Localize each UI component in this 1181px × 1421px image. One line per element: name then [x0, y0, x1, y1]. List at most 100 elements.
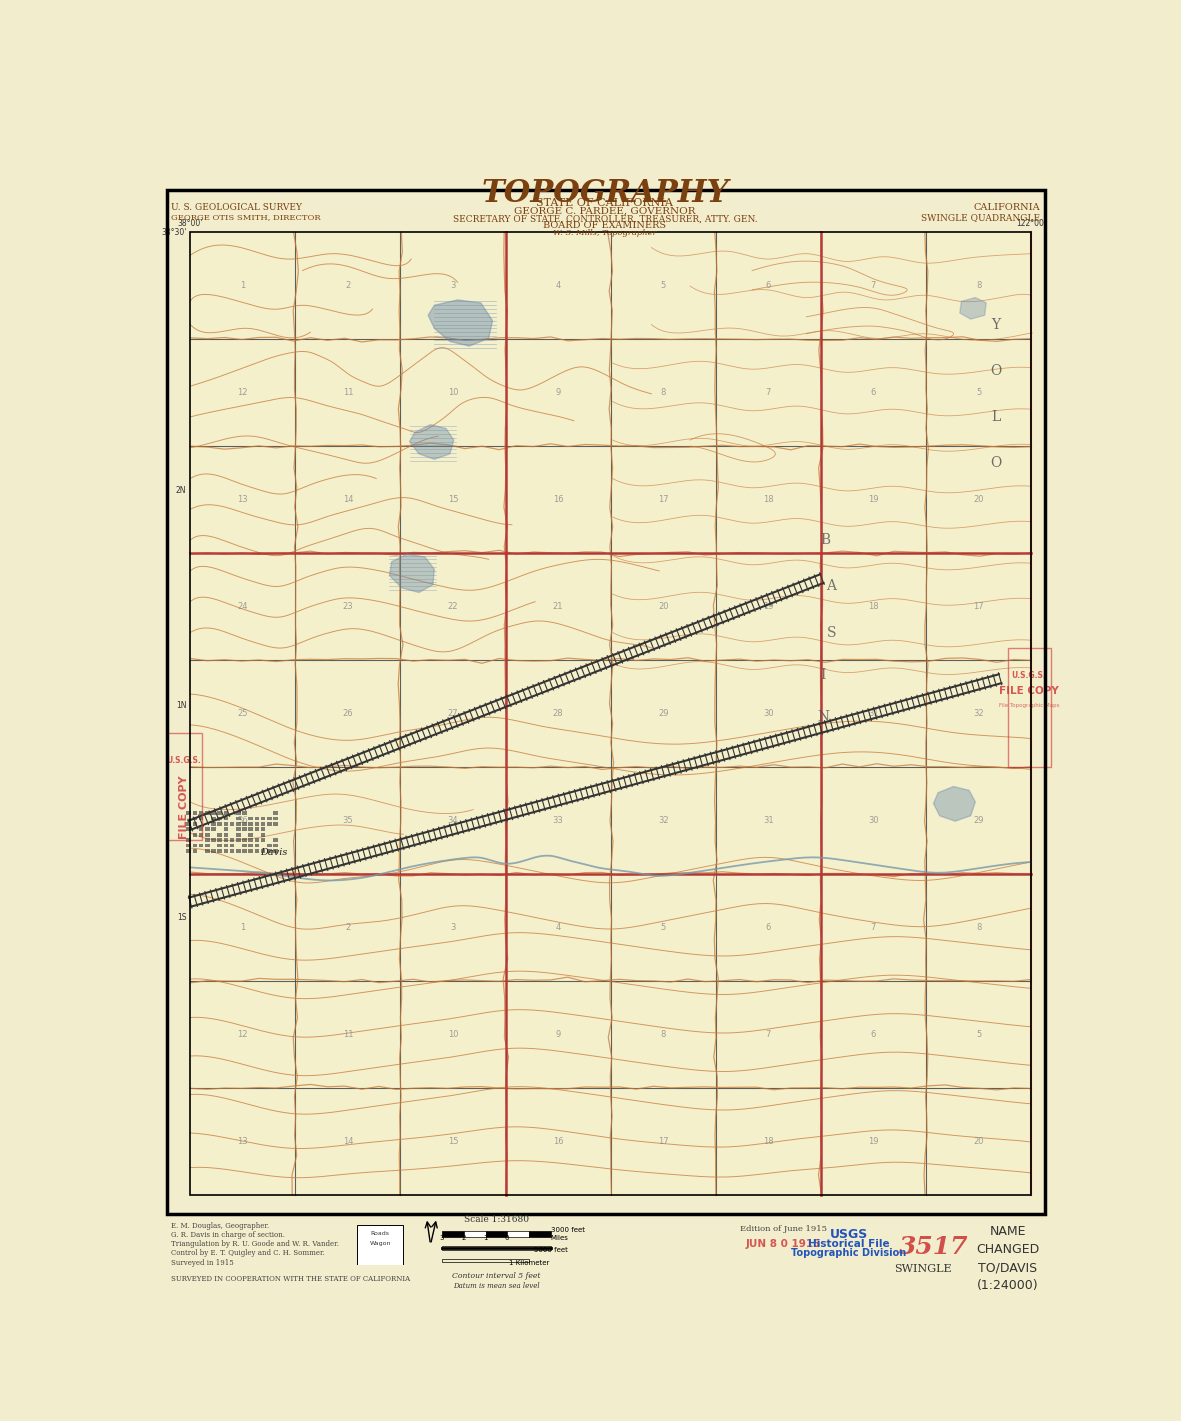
Bar: [223, 838, 228, 843]
Text: L: L: [992, 409, 1000, 423]
Bar: [442, 1231, 464, 1236]
Bar: [230, 844, 234, 847]
Bar: [267, 821, 272, 826]
Text: 2: 2: [345, 922, 351, 932]
Text: 20: 20: [973, 1137, 984, 1145]
Bar: [211, 817, 216, 820]
Text: 8: 8: [976, 281, 981, 290]
Text: 7: 7: [765, 388, 771, 396]
Bar: [242, 838, 247, 843]
Text: 16: 16: [553, 1137, 563, 1145]
Text: 16: 16: [553, 495, 563, 504]
Text: Triangulation by R. U. Goode and W. R. Vander.: Triangulation by R. U. Goode and W. R. V…: [171, 1241, 339, 1248]
Bar: [242, 844, 247, 847]
Text: 1 Kilometer: 1 Kilometer: [509, 1259, 549, 1266]
Bar: [236, 833, 241, 837]
Bar: [273, 811, 278, 816]
Text: 31: 31: [868, 709, 879, 718]
Bar: [211, 848, 216, 853]
Bar: [205, 844, 209, 847]
Bar: [236, 811, 241, 816]
Bar: [198, 811, 203, 816]
Text: E. M. Douglas, Geographer.: E. M. Douglas, Geographer.: [171, 1222, 269, 1229]
Bar: [217, 811, 222, 816]
Text: 5: 5: [660, 281, 666, 290]
Text: W. S. Mills, Topographer: W. S. Mills, Topographer: [553, 229, 657, 237]
Text: 6: 6: [765, 281, 771, 290]
Text: 10: 10: [448, 388, 458, 396]
Text: 15: 15: [448, 1137, 458, 1145]
Text: 38°30': 38°30': [161, 227, 187, 237]
Text: 21: 21: [553, 603, 563, 611]
Text: 13: 13: [237, 1137, 248, 1145]
Text: 30: 30: [868, 816, 879, 824]
Text: 17: 17: [658, 1137, 668, 1145]
Text: U. S. GEOLOGICAL SURVEY: U. S. GEOLOGICAL SURVEY: [171, 203, 302, 212]
Polygon shape: [933, 786, 976, 821]
Text: BOARD OF EXAMINERS: BOARD OF EXAMINERS: [543, 222, 666, 230]
Bar: [255, 848, 259, 853]
Bar: [248, 817, 253, 820]
Bar: [248, 838, 253, 843]
Text: 8: 8: [660, 388, 666, 396]
Bar: [529, 1231, 550, 1236]
Bar: [205, 848, 209, 853]
Text: Miles: Miles: [550, 1235, 568, 1241]
Text: 20: 20: [658, 603, 668, 611]
Bar: [223, 833, 228, 837]
Bar: [242, 848, 247, 853]
Text: 14: 14: [342, 1137, 353, 1145]
Text: USGS: USGS: [830, 1228, 868, 1241]
Text: 2N: 2N: [176, 486, 187, 495]
Bar: [230, 838, 234, 843]
Bar: [255, 821, 259, 826]
Text: 1: 1: [240, 922, 246, 932]
Text: 12: 12: [237, 1030, 248, 1039]
Text: 26: 26: [342, 709, 353, 718]
Text: SECRETARY OF STATE, CONTROLLER, TREASURER, ATTY. GEN.: SECRETARY OF STATE, CONTROLLER, TREASURE…: [452, 215, 757, 223]
Bar: [242, 811, 247, 816]
Text: 20: 20: [973, 495, 984, 504]
Bar: [261, 833, 266, 837]
Bar: [167, 733, 202, 840]
Text: 19: 19: [868, 1137, 879, 1145]
Bar: [261, 821, 266, 826]
Bar: [217, 844, 222, 847]
Text: 30: 30: [763, 709, 774, 718]
Bar: [273, 821, 278, 826]
Bar: [193, 821, 197, 826]
Bar: [217, 833, 222, 837]
Bar: [273, 817, 278, 820]
Text: 122°00': 122°00': [1016, 219, 1046, 229]
Text: 5: 5: [660, 922, 666, 932]
Bar: [193, 844, 197, 847]
Bar: [187, 848, 191, 853]
Bar: [223, 811, 228, 816]
Bar: [193, 811, 197, 816]
Text: Surveyed in 1915: Surveyed in 1915: [171, 1259, 234, 1266]
Bar: [255, 844, 259, 847]
Bar: [211, 811, 216, 816]
Bar: [223, 827, 228, 831]
Text: 7: 7: [765, 1030, 771, 1039]
Text: 3517: 3517: [900, 1235, 968, 1259]
Bar: [217, 848, 222, 853]
Bar: [236, 821, 241, 826]
Text: 18: 18: [763, 1137, 774, 1145]
Bar: [357, 1225, 404, 1268]
Text: GEORGE OTIS SMITH, DIRECTOR: GEORGE OTIS SMITH, DIRECTOR: [171, 213, 320, 220]
Polygon shape: [390, 554, 435, 593]
Text: A: A: [827, 580, 836, 594]
Bar: [205, 838, 209, 843]
Text: 19: 19: [868, 495, 879, 504]
Bar: [217, 821, 222, 826]
Text: 0: 0: [505, 1235, 509, 1241]
Text: 34: 34: [448, 816, 458, 824]
Bar: [261, 848, 266, 853]
Text: 25: 25: [237, 709, 248, 718]
Text: 27: 27: [448, 709, 458, 718]
Bar: [187, 811, 191, 816]
Bar: [261, 838, 266, 843]
Text: 13: 13: [237, 495, 248, 504]
Text: 14: 14: [342, 495, 353, 504]
